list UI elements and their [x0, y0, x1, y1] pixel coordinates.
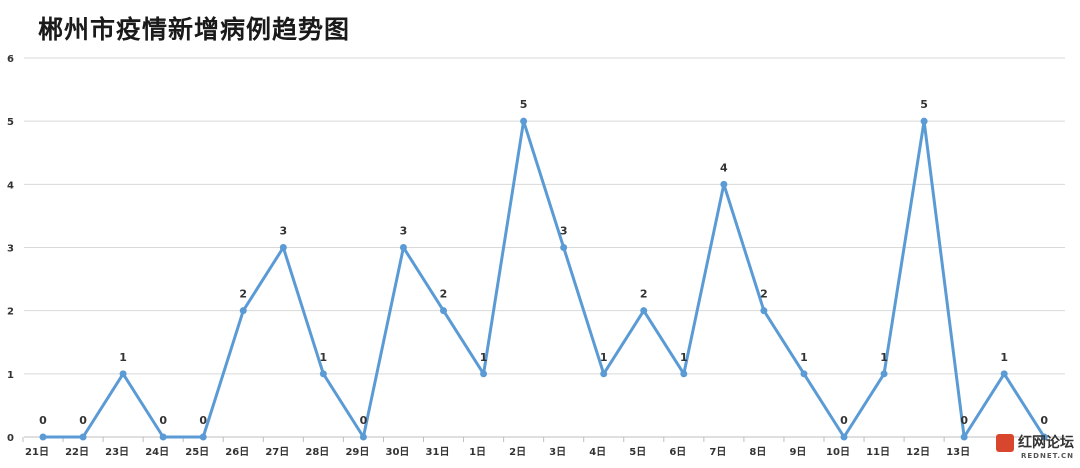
data-label: 5 [920, 98, 928, 111]
data-label: 0 [159, 414, 167, 427]
watermark-text: 红网论坛 [1018, 435, 1074, 451]
rednet-logo-icon [996, 434, 1014, 452]
x-tick-label: 2日 [509, 446, 526, 458]
data-point [440, 307, 447, 315]
y-tick-label: 1 [7, 370, 14, 381]
data-label: 1 [880, 351, 888, 364]
data-point [520, 117, 528, 125]
y-tick-label: 5 [7, 117, 14, 128]
x-tick-label: 27日 [265, 446, 289, 458]
data-point [600, 370, 608, 378]
x-tick-label: 1日 [469, 446, 486, 458]
x-tick-label: 24日 [145, 446, 169, 458]
x-tick-label: 13日 [946, 446, 970, 458]
data-label: 0 [960, 414, 968, 427]
y-tick-label: 6 [7, 54, 14, 65]
data-label: 1 [119, 351, 127, 364]
data-point [680, 370, 688, 378]
data-label: 3 [400, 225, 408, 238]
data-point [1000, 370, 1008, 378]
data-label: 2 [239, 288, 247, 301]
data-label: 2 [640, 288, 648, 301]
y-tick-label: 3 [7, 244, 14, 255]
data-point [359, 433, 367, 441]
x-tick-label: 21日 [25, 446, 49, 458]
data-label: 3 [279, 225, 287, 238]
data-point [199, 433, 207, 441]
data-label: 1 [320, 351, 328, 364]
data-point [399, 244, 407, 251]
data-point [840, 433, 848, 441]
data-label: 0 [79, 414, 87, 427]
data-point [319, 370, 327, 378]
data-point [920, 117, 928, 125]
data-point [239, 307, 247, 315]
x-tick-label: 26日 [225, 446, 249, 458]
x-tick-label: 11日 [866, 446, 890, 458]
data-point [560, 244, 568, 251]
data-label: 0 [39, 414, 47, 427]
y-tick-label: 2 [7, 307, 14, 318]
data-point [880, 370, 888, 378]
data-label: 1 [600, 351, 608, 364]
x-tick-label: 29日 [345, 446, 369, 458]
x-tick-label: 3日 [549, 446, 566, 458]
x-tick-label: 30日 [385, 446, 409, 458]
data-point [720, 180, 728, 188]
data-label: 0 [360, 414, 368, 427]
data-point [1040, 433, 1048, 441]
data-label: 5 [520, 98, 528, 111]
x-tick-label: 31日 [426, 446, 450, 458]
x-tick-label: 12日 [906, 446, 930, 458]
watermark: 红网论坛 REDNET.CN [996, 432, 1074, 460]
data-point [159, 433, 167, 441]
data-label: 1 [1000, 351, 1008, 364]
data-point [480, 370, 488, 378]
x-tick-label: 5日 [629, 446, 646, 458]
data-label: 0 [1040, 414, 1048, 427]
data-label: 2 [440, 288, 448, 301]
x-tick-label: 9日 [789, 446, 806, 458]
data-label: 1 [800, 351, 808, 364]
data-label: 3 [560, 225, 568, 238]
watermark-sub: REDNET.CN [1021, 452, 1074, 460]
y-tick-label: 0 [7, 433, 14, 444]
data-point [119, 370, 127, 378]
data-point [640, 307, 648, 315]
y-tick-label: 4 [7, 180, 14, 191]
x-tick-label: 23日 [105, 446, 129, 458]
data-label: 0 [199, 414, 207, 427]
x-tick-label: 22日 [65, 446, 89, 458]
data-label: 0 [840, 414, 848, 427]
data-point [79, 433, 87, 441]
x-tick-label: 7日 [709, 446, 726, 458]
data-label: 1 [480, 351, 488, 364]
data-label: 4 [720, 161, 728, 174]
x-tick-label: 28日 [305, 446, 329, 458]
series-line [43, 119, 1046, 439]
data-point [960, 433, 968, 441]
x-tick-label: 10日 [826, 446, 850, 458]
data-point [760, 307, 768, 315]
data-label: 2 [760, 288, 768, 301]
data-label: 1 [680, 351, 688, 364]
x-tick-label: 8日 [749, 446, 766, 458]
data-point [39, 433, 47, 441]
x-tick-label: 25日 [185, 446, 209, 458]
x-tick-label: 6日 [669, 446, 686, 458]
x-tick-label: 4日 [589, 446, 606, 458]
chart-title: 郴州市疫情新增病例趋势图 [38, 15, 351, 44]
data-point [800, 370, 808, 378]
data-point [279, 244, 287, 251]
